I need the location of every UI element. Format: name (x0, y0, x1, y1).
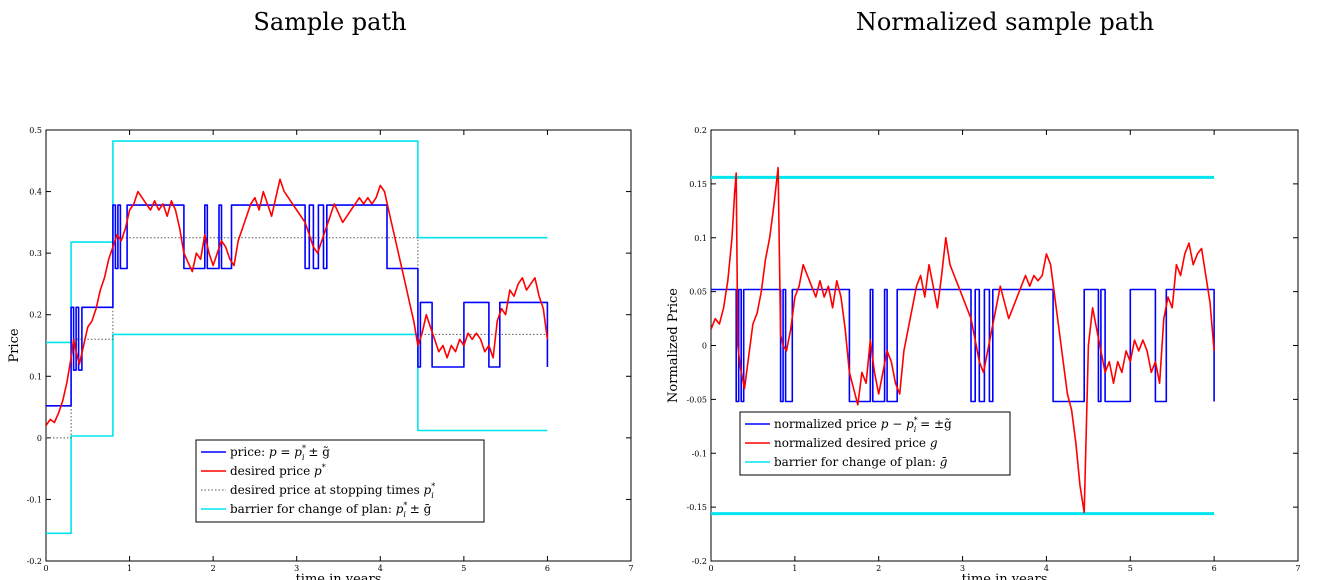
chart0-legend: price: p = p* i ± g̃desired price p* desir… (195, 439, 485, 523)
chart0-axes-box (45, 129, 632, 562)
chart0-xtick-label: 6 (545, 564, 550, 573)
chart1-ytick-label: 0.05 (689, 288, 707, 297)
chart1-ytick-label: -0.2 (692, 557, 707, 566)
chart1-ytick-label: -0.15 (686, 503, 707, 512)
chart0-series-line-1 (46, 178, 549, 426)
chart1-xtick-label: 6 (1212, 564, 1217, 573)
chart0-ytick-label: 0.3 (29, 249, 42, 258)
chart0-xlabel: time in years (296, 572, 382, 580)
chart1-ytick-label: 0.15 (689, 180, 707, 189)
chart0-ytick-label: 0.4 (29, 188, 42, 197)
right-chart-svg: 0 1 2 3 4 5 6 7 -0.2 -0.15 -0.1 -0.05 0 0.05 0.1 0.15 0.… (666, 126, 1301, 580)
chart1-ytick-label: 0.2 (694, 126, 707, 135)
chart1-xtick-label: 5 (1128, 564, 1133, 573)
right-chart-panel: Normalized sample path 0 1 2 3 4 5 6 7 -0.2 -0.15… (662, 0, 1325, 580)
chart0-xtick-label: 2 (211, 564, 216, 573)
chart0-ytick-label: -0.2 (27, 557, 42, 566)
chart1-xtick-label: 0 (708, 564, 713, 573)
left-chart-panel: Sample path 0 1 2 3 4 5 6 7 -0.2 -0.1 0 0.1 0.2 0.3 0.… (0, 0, 662, 580)
chart0-series-line-3-lower (46, 333, 548, 535)
chart1-xtick-label: 2 (876, 564, 881, 573)
chart1-ytick-label: -0.05 (686, 395, 707, 404)
left-chart-title: Sample path (253, 8, 407, 36)
chart0-series-line-0 (46, 204, 549, 407)
chart0-ytick-label: 0.5 (29, 126, 42, 135)
chart1-legend: normalized price p − p* i = ±g̃ normalized… (739, 411, 1011, 476)
chart0-legend-box (195, 439, 485, 523)
chart1-xtick-label: 4 (1044, 564, 1049, 573)
chart0-xtick-label: 7 (628, 564, 633, 573)
chart0-series-line-3 (46, 140, 548, 344)
chart1-xtick-label: 7 (1295, 564, 1300, 573)
chart0-legend-label-0: price: p = p* i ± g̃ (230, 444, 330, 462)
chart0-ytick-label: 0.1 (29, 372, 42, 381)
chart0-xtick-label: 3 (294, 564, 299, 573)
chart1-legend-label-1: normalized desired price g (774, 436, 938, 450)
chart1-ytick-label: -0.1 (692, 449, 707, 458)
chart0-legend-label-2: desired price at stopping times p* i (230, 482, 435, 500)
chart1-xtick-label: 3 (960, 564, 965, 573)
left-chart-svg: 0 1 2 3 4 5 6 7 -0.2 -0.1 0 0.1 0.2 0.3 0.4 0.5 time in … (7, 126, 634, 580)
chart1-ytick-label: 0.1 (694, 234, 707, 243)
chart1-series-line-1 (711, 166, 1215, 514)
chart1-legend-label-2: barrier for change of plan: ḡ (774, 455, 948, 469)
chart0-xtick-label: 5 (461, 564, 466, 573)
chart0-ytick-label: 0.2 (29, 311, 42, 320)
chart0-legend-label-1: desired price p* (230, 463, 326, 478)
chart1-legend-box (739, 411, 1011, 476)
chart0-ytick-label: 0 (37, 434, 42, 443)
chart0-legend-label-3: barrier for change of plan: p* i ± ḡ (230, 501, 432, 519)
chart1-legend-label-0: normalized price p − p* i = ±g̃ (774, 416, 952, 434)
chart0-xtick-label: 4 (378, 564, 383, 573)
right-chart-title: Normalized sample path (855, 8, 1155, 36)
chart1-xtick-label: 1 (792, 564, 797, 573)
chart0-xtick-label: 0 (43, 564, 48, 573)
chart1-series-line-0 (711, 288, 1215, 403)
chart1-ylabel: Normalized Price (666, 288, 681, 403)
chart1-xlabel: time in years (962, 572, 1048, 580)
chart0-ylabel: Price (7, 328, 22, 362)
chart0-ytick-label: -0.1 (27, 495, 42, 504)
chart1-ytick-label: 0 (702, 342, 707, 351)
chart1-axes-box (710, 129, 1299, 562)
chart0-xtick-label: 1 (127, 564, 132, 573)
